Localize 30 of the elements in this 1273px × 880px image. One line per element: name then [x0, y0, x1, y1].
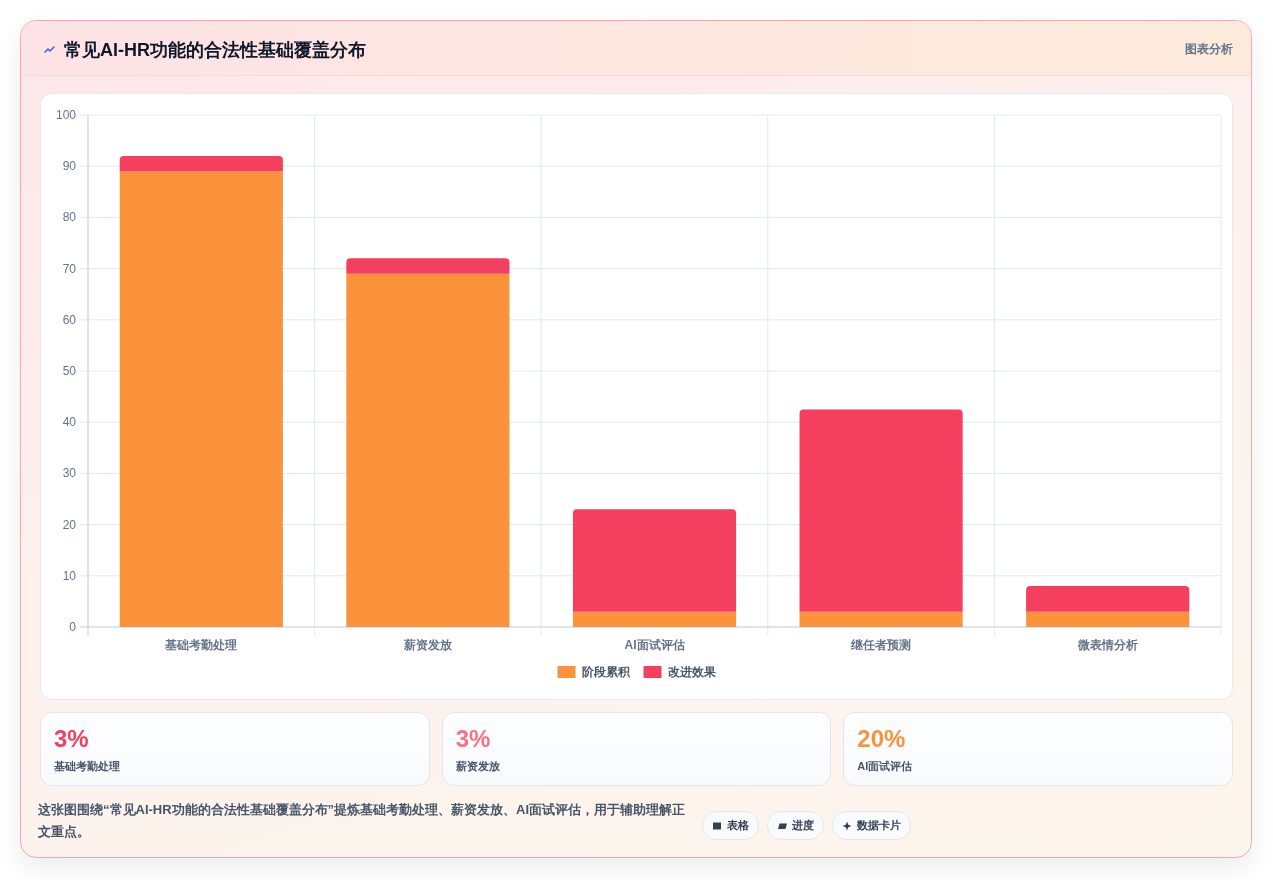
legend-label: 阶段累积	[581, 665, 631, 679]
legend-label: 改进效果	[667, 665, 717, 679]
y-tick-label: 100	[55, 108, 77, 122]
text: 数据卡片	[857, 818, 901, 833]
x-tick-label: 薪资发放	[402, 638, 453, 652]
text: 这张图围绕“常见AI-HR功能的合法性基础覆盖分布”提炼基础考勤处理、薪资发放、AI面试评估，用于辅助理解正文重点。	[38, 801, 687, 841]
y-tick-label: 10	[62, 568, 77, 583]
text: 表格	[727, 818, 749, 833]
text: 3%	[54, 725, 89, 752]
category-label: 薪资发放	[455, 759, 500, 773]
y-tick-label: 80	[62, 210, 77, 225]
text: 进度	[792, 818, 814, 833]
chart-title: 常见AI-HR功能的合法性基础覆盖分布	[64, 39, 366, 62]
x-tick-label: AI面试评估	[624, 638, 685, 652]
text: 图表分析	[1185, 41, 1233, 58]
x-tick-label: 继任者预测	[850, 638, 912, 652]
y-tick-label: 0	[69, 620, 77, 634]
y-tick-label: 90	[62, 159, 77, 174]
y-tick-label: 40	[62, 415, 77, 430]
y-tick-label: 30	[62, 466, 77, 481]
text: 3%	[455, 725, 491, 752]
y-tick-label: 20	[62, 517, 77, 532]
category-label: 基础考勤处理	[54, 759, 120, 773]
y-tick-label: 50	[62, 364, 77, 378]
y-tick-label: 60	[62, 312, 77, 327]
text: 20%	[857, 725, 906, 752]
y-tick-label: 70	[62, 261, 77, 276]
x-tick-label: 微表情分析	[1076, 638, 1138, 652]
x-tick-label: 基础考勤处理	[164, 638, 238, 652]
category-label: AI面试评估	[857, 759, 913, 773]
